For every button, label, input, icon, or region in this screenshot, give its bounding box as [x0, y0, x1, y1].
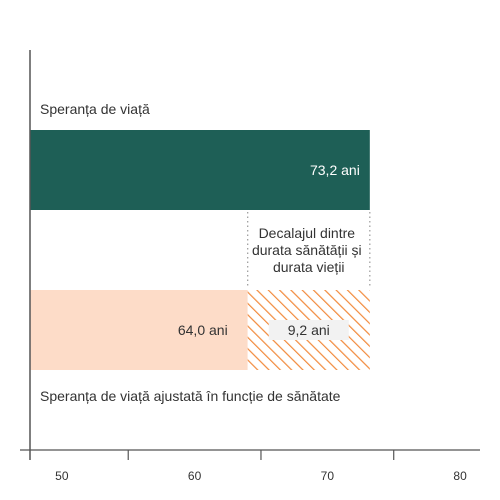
health-adjusted-value-label: 64,0 ani: [178, 322, 228, 338]
gap-description-line-1: Decalajul dintre: [259, 225, 356, 241]
health-adjusted-bar: [30, 290, 248, 370]
x-axis-tick-label: 60: [188, 469, 202, 483]
health-adjusted-label: Speranța de viață ajustată în funcție de…: [40, 388, 341, 404]
gap-description-line-3: durata vieții: [273, 259, 345, 275]
life-expectancy-value-label: 73,2 ani: [310, 162, 360, 178]
x-axis-ticks: 50 60 70 80: [55, 450, 467, 483]
gap-value-background: [268, 320, 349, 340]
gap-value-label: 9,2 ani: [288, 322, 330, 338]
gap-description-line-2: durata sănătății și: [252, 242, 362, 258]
x-axis-tick-label: 50: [55, 469, 69, 483]
life-expectancy-label: Speranța de viață: [40, 101, 150, 117]
x-axis-tick-label: 80: [453, 469, 467, 483]
life-expectancy-bar: [30, 130, 370, 210]
gap-description: Decalajul dintre durata sănătății și dur…: [252, 225, 366, 275]
x-axis-tick-label: 70: [321, 469, 335, 483]
